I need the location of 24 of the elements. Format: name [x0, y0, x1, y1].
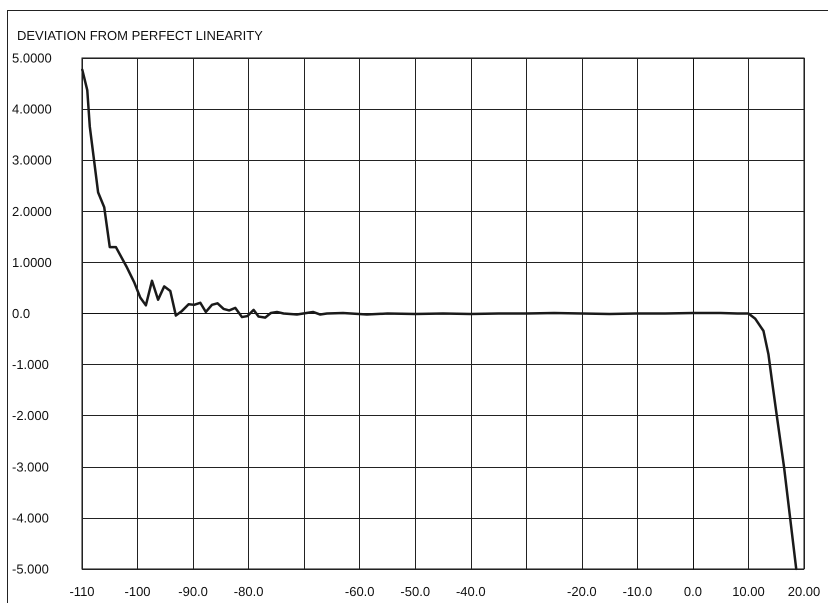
x-tick-label: -40.0: [456, 584, 486, 599]
y-tick-label: -3.000: [12, 459, 49, 474]
y-tick-label: -1.000: [12, 357, 49, 372]
x-tick-label: -110: [69, 584, 95, 599]
y-tick-label: 5.0000: [12, 50, 52, 66]
x-tick-label: -60.0: [344, 584, 375, 599]
y-tick-label: -4.000: [12, 510, 49, 526]
y-tick-label: 0.0: [12, 306, 30, 321]
x-tick-label: -20.0: [567, 584, 597, 599]
y-tick-label: 1.0000: [12, 254, 52, 270]
x-tick-label: -10.0: [622, 584, 652, 599]
x-tick-label: -50.0: [400, 584, 430, 599]
y-tick-label: -5.000: [12, 562, 49, 576]
y-tick-label: 2.0000: [12, 204, 52, 219]
x-tick-label: -90.0: [178, 584, 208, 599]
x-tick-label: 10.00: [732, 584, 765, 599]
x-tick-label: -100: [124, 584, 151, 599]
y-tick-label: 3.0000: [12, 152, 52, 168]
x-tick-label: -80.0: [234, 584, 264, 599]
chart-title: DEVIATION FROM PERFECT LINEARITY: [17, 28, 264, 43]
y-tick-label: -2.000: [12, 408, 49, 424]
x-tick-label: 20.00: [788, 584, 820, 599]
y-tick-label: 4.0000: [12, 102, 52, 117]
x-tick-label: 0.0: [684, 584, 702, 599]
